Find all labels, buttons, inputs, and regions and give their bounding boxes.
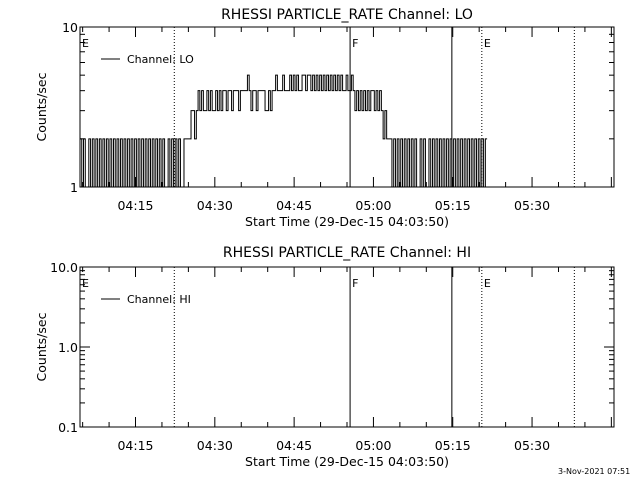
panel1-y-axis-label: Counts/sec xyxy=(34,72,49,141)
panel2-y-tick-label: 0.1 xyxy=(58,420,78,435)
panel1-x-axis-label: Start Time (29-Dec-15 04:03:50) xyxy=(245,214,449,229)
panel1-x-tick-label: 05:00 xyxy=(355,198,391,213)
panel2-y-tick-label: 10.0 xyxy=(50,260,78,275)
panel2-legend-label: Channel: HI xyxy=(127,293,191,306)
panel2-plot-frame xyxy=(79,266,615,428)
panel2-marker-label-f: F xyxy=(352,277,358,290)
panel1-marker-label-f: F xyxy=(352,37,358,50)
panel1-series-line-1 xyxy=(80,74,488,188)
panel1-title: RHESSI PARTICLE_RATE Channel: LO xyxy=(221,7,473,23)
panel2-x-tick-label: 05:15 xyxy=(435,438,471,453)
panel2-x-axis-label: Start Time (29-Dec-15 04:03:50) xyxy=(245,454,449,469)
panel1-x-tick-label: 05:30 xyxy=(514,198,550,213)
panel2-y-tick-label: 1.0 xyxy=(58,340,78,355)
panel2-x-tick-label: 04:15 xyxy=(117,438,153,453)
panel2-x-tick-label: 05:30 xyxy=(514,438,550,453)
panel2-corner-label: E xyxy=(82,277,89,290)
panel1-corner-label: E xyxy=(82,37,89,50)
panel1-x-tick-label: 05:15 xyxy=(435,198,471,213)
panel1-marker-label-e: E xyxy=(484,37,491,50)
panel2-x-tick-label: 05:00 xyxy=(355,438,391,453)
panel1-legend-label: Channel: LO xyxy=(127,53,194,66)
panel1-y-tick-label: 1 xyxy=(70,180,78,195)
panel2-y-axis-label: Counts/sec xyxy=(34,312,49,381)
panel2-x-tick-label: 04:45 xyxy=(276,438,312,453)
panel1-x-tick-label: 04:45 xyxy=(276,198,312,213)
panel1-x-tick-label: 04:30 xyxy=(197,198,233,213)
timestamp-stamp: 3-Nov-2021 07:51 xyxy=(558,467,631,476)
panel1-x-tick-label: 04:15 xyxy=(117,198,153,213)
panel2-marker-label-e: E xyxy=(484,277,491,290)
panel2-title: RHESSI PARTICLE_RATE Channel: HI xyxy=(223,245,471,261)
panel2-x-tick-label: 04:30 xyxy=(197,438,233,453)
panel1-plot-frame xyxy=(79,26,615,188)
panel1-y-tick-label: 10 xyxy=(62,20,78,35)
